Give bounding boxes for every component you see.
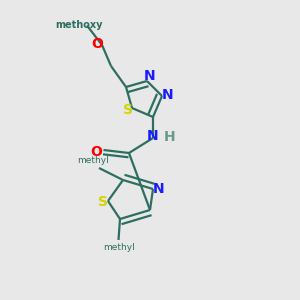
Text: S: S xyxy=(123,103,133,117)
Text: N: N xyxy=(152,182,164,196)
Text: N: N xyxy=(147,129,159,142)
Text: methyl: methyl xyxy=(103,243,134,252)
Text: N: N xyxy=(162,88,173,102)
Text: N: N xyxy=(144,69,156,83)
Text: O: O xyxy=(90,145,102,159)
Text: O: O xyxy=(92,38,104,51)
Text: S: S xyxy=(98,195,109,209)
Text: methoxy: methoxy xyxy=(56,20,103,30)
Text: H: H xyxy=(164,130,175,144)
Text: methyl: methyl xyxy=(77,156,109,165)
